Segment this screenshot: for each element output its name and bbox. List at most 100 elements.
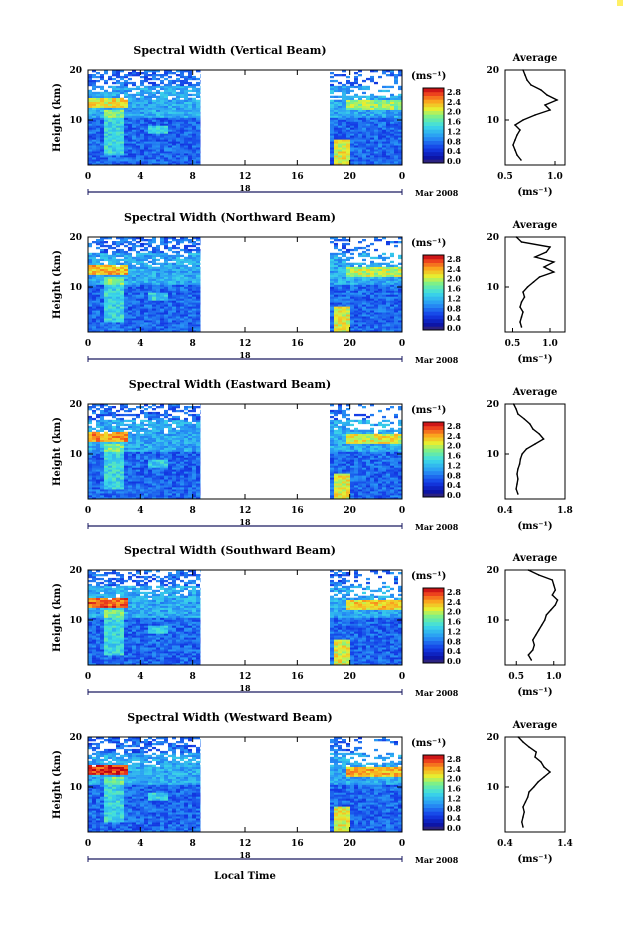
- heatmap-cell: [88, 467, 92, 470]
- heatmap-cell: [180, 81, 184, 85]
- heatmap-cell: [346, 139, 350, 142]
- heatmap-cell: [104, 312, 108, 315]
- heatmap-cell: [160, 266, 164, 269]
- heatmap-cell: [330, 95, 334, 98]
- heatmap-cell: [88, 431, 92, 434]
- heatmap-cell: [152, 477, 156, 480]
- heatmap-cell: [136, 493, 140, 496]
- heatmap-cell: [378, 137, 382, 140]
- heatmap-cell: [136, 282, 140, 285]
- heatmap-cell: [354, 95, 358, 98]
- heatmap-cell: [92, 145, 96, 148]
- heatmap-cell: [358, 241, 362, 244]
- heatmap-cell: [330, 143, 334, 146]
- heatmap-cell: [128, 292, 132, 295]
- heatmap-cell: [176, 131, 180, 134]
- heatmap-cell: [180, 318, 184, 321]
- heatmap-cell: [342, 137, 346, 140]
- heatmap-cell: [136, 143, 140, 146]
- heatmap-cell: [152, 455, 156, 458]
- heatmap-cell: [108, 254, 112, 258]
- heatmap-cell: [160, 113, 164, 116]
- heatmap-cell: [116, 93, 120, 97]
- heatmap-cell: [156, 101, 160, 104]
- heatmap-cell: [168, 308, 172, 311]
- heatmap-cell: [342, 268, 346, 271]
- heatmap-cell: [140, 147, 144, 150]
- heatmap-cell: [96, 135, 100, 138]
- heatmap-cell: [108, 477, 112, 480]
- heatmap-cell: [398, 141, 402, 144]
- heatmap-cell: [358, 105, 362, 108]
- heatmap-cell: [200, 159, 201, 162]
- heatmap-cell: [120, 308, 124, 311]
- heatmap-cell: [132, 320, 136, 323]
- heatmap-cell: [192, 326, 196, 329]
- heatmap-cell: [120, 276, 124, 279]
- heatmap-cell: [378, 131, 382, 134]
- heatmap-cell: [128, 157, 132, 160]
- heatmap-cell: [366, 111, 370, 114]
- heatmap-cell: [176, 143, 180, 146]
- heatmap-cell: [338, 87, 342, 91]
- heatmap-cell: [132, 101, 136, 104]
- heatmap-cell: [164, 111, 168, 114]
- heatmap-cell: [172, 145, 176, 148]
- heatmap-cell: [152, 282, 156, 285]
- heatmap-cell: [378, 298, 382, 301]
- heatmap-cell: [334, 272, 338, 275]
- heatmap-cell: [124, 288, 128, 291]
- heatmap-cell: [338, 85, 342, 89]
- profile-point: [522, 311, 524, 313]
- heatmap-cell: [116, 260, 120, 264]
- heatmap-cell: [144, 411, 148, 415]
- heatmap-cell: [136, 461, 140, 464]
- heatmap-cell: [88, 75, 92, 79]
- heatmap-cell: [354, 75, 358, 79]
- profile-point: [522, 119, 524, 121]
- heatmap-cell: [176, 151, 180, 154]
- heatmap-cell: [92, 159, 96, 162]
- heatmap-cell: [164, 137, 168, 140]
- heatmap-cell: [394, 77, 398, 81]
- heatmap-cell: [128, 93, 132, 97]
- heatmap-cell: [92, 75, 96, 79]
- heatmap-cell: [160, 107, 164, 110]
- heatmap-cell: [92, 473, 96, 476]
- heatmap-cell: [140, 119, 144, 122]
- heatmap-cell: [358, 302, 362, 305]
- heatmap-cell: [374, 159, 378, 162]
- heatmap-cell: [152, 83, 156, 87]
- heatmap-cell: [92, 447, 96, 450]
- heatmap-cell: [140, 437, 144, 440]
- heatmap-cell: [96, 290, 100, 293]
- heatmap-cell: [128, 260, 132, 264]
- heatmap-cell: [128, 489, 132, 492]
- heatmap-cell: [338, 314, 342, 317]
- heatmap-cell: [164, 491, 168, 494]
- heatmap-cell: [176, 95, 180, 98]
- heatmap-cell: [192, 103, 196, 106]
- heatmap-cell: [124, 280, 128, 283]
- heatmap-cell: [152, 103, 156, 106]
- heatmap-cell: [108, 330, 112, 333]
- heatmap-cell: [192, 284, 196, 287]
- heatmap-cell: [342, 270, 346, 273]
- heatmap-cell: [128, 413, 132, 417]
- heatmap-cell: [88, 123, 92, 126]
- heatmap-cell: [184, 237, 188, 240]
- heatmap-cell: [144, 443, 148, 446]
- heatmap-cell: [156, 487, 160, 490]
- heatmap-cell: [196, 316, 200, 319]
- heatmap-cell: [164, 451, 168, 454]
- heatmap-cell: [354, 268, 358, 271]
- heatmap-cell: [334, 282, 338, 285]
- heatmap-cell: [116, 157, 120, 160]
- heatmap-cell: [342, 131, 346, 134]
- heatmap-cell: [390, 155, 394, 158]
- heatmap-cell: [172, 151, 176, 154]
- heatmap-cell: [398, 151, 402, 154]
- heatmap-cell: [192, 324, 196, 327]
- heatmap-cell: [148, 435, 152, 438]
- heatmap-cell: [144, 459, 148, 462]
